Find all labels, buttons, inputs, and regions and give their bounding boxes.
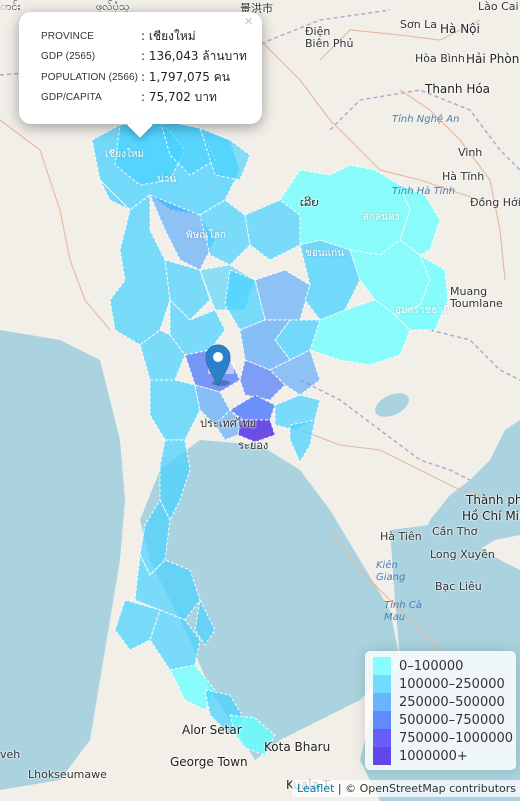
map-label: Hà Tiên bbox=[380, 530, 422, 543]
map-label: Kiên Giang bbox=[376, 560, 406, 583]
map-label: Hồ Chí Minh bbox=[462, 509, 520, 523]
map-label: Hà Tĩnh bbox=[442, 170, 485, 183]
road-network bbox=[0, 19, 506, 651]
popup-value: : 75,702 บาท bbox=[141, 90, 217, 105]
map-label: 景洪市 bbox=[240, 2, 273, 15]
legend-item: 0–100000 bbox=[373, 657, 516, 675]
legend-swatch bbox=[373, 711, 391, 729]
map-label: veh bbox=[0, 748, 21, 761]
legend-label: 750000–1000000 bbox=[399, 730, 514, 746]
legend-label: 1000000+ bbox=[399, 748, 468, 764]
popup-info-table: PROVINCE : เชียงใหม่ GDP (2565) : 136,04… bbox=[41, 26, 247, 108]
map-label: Tỉnh Cà Mau bbox=[384, 600, 422, 623]
map-label: Alor Setar bbox=[182, 723, 242, 737]
map-label: ဖုလ်ပုံသူ bbox=[96, 0, 130, 13]
map-label: สกลนคร bbox=[363, 212, 401, 223]
popup-key: GDP/CAPITA bbox=[41, 92, 102, 104]
map-label: น่าน bbox=[157, 174, 177, 185]
legend-swatch bbox=[373, 675, 391, 693]
popup-row-population: POPULATION (2566) : 1,797,075 คน bbox=[41, 67, 247, 88]
map-label: ာင်း bbox=[0, 0, 21, 13]
popup-row-province: PROVINCE : เชียงใหม่ bbox=[41, 26, 247, 47]
legend-swatch bbox=[373, 729, 391, 747]
legend-swatch bbox=[373, 693, 391, 711]
popup-key: POPULATION (2566) bbox=[41, 71, 139, 83]
legend-label: 0–100000 bbox=[399, 658, 464, 674]
legend-label: 250000–500000 bbox=[399, 694, 505, 710]
popup-value: : 1,797,075 คน bbox=[141, 69, 230, 84]
map-attribution: Leaflet | © OpenStreetMap contributors bbox=[291, 780, 520, 797]
map-label: พิษณุโลก bbox=[186, 230, 227, 241]
province-popup: × PROVINCE : เชียงใหม่ GDP (2565) : 136,… bbox=[19, 12, 262, 138]
leaflet-link[interactable]: Leaflet bbox=[296, 782, 335, 795]
map-label: Vinh bbox=[458, 146, 483, 159]
popup-row-gdp-per-capita: GDP/CAPITA : 75,702 บาท bbox=[41, 88, 247, 109]
legend-item: 750000–1000000 bbox=[373, 729, 516, 747]
map-label: ขอนแก่น bbox=[305, 248, 345, 259]
map-label: Thanh Hóa bbox=[425, 82, 491, 96]
map-label: Hà Nội bbox=[440, 22, 480, 36]
map-label: George Town bbox=[170, 755, 248, 769]
popup-key: PROVINCE bbox=[41, 30, 95, 42]
map-label: Lào Cai bbox=[478, 0, 519, 13]
map-label: Cần Thơ bbox=[432, 525, 478, 538]
map-label: Thành phố bbox=[466, 493, 520, 507]
map-label: Sơn La bbox=[400, 18, 438, 31]
map-label: ประเทศไทย bbox=[200, 417, 257, 430]
map-label: Muang Toumlane bbox=[450, 285, 503, 310]
map-label: Hòa Bình bbox=[415, 52, 465, 65]
legend-label: 500000–750000 bbox=[399, 712, 505, 728]
map-label: Điện Biên Phủ bbox=[305, 25, 354, 50]
legend-swatch bbox=[373, 657, 391, 675]
map-label: Bạc Liêu bbox=[435, 580, 482, 593]
legend-item: 250000–500000 bbox=[373, 693, 516, 711]
legend-swatch bbox=[373, 747, 391, 765]
map-label: Kota Bharu bbox=[264, 740, 331, 754]
legend-item: 500000–750000 bbox=[373, 711, 516, 729]
map-label: เชียงใหม่ bbox=[105, 149, 145, 160]
map-legend: 0–100000 100000–250000 250000–500000 500… bbox=[365, 651, 516, 770]
popup-value: : 136,043 ล้านบาท bbox=[141, 49, 247, 64]
map-pin-icon[interactable] bbox=[205, 343, 233, 387]
popup-value: : เชียงใหม่ bbox=[141, 28, 196, 43]
map-label: Tỉnh Hà Tĩnh bbox=[392, 186, 456, 197]
map-label: ระยอง bbox=[238, 439, 269, 452]
popup-close-button[interactable]: × bbox=[244, 13, 253, 30]
attribution-text: | © OpenStreetMap contributors bbox=[334, 782, 516, 795]
map-label: อุบลราชธานี bbox=[395, 305, 450, 316]
map-label: ເລີຍ bbox=[300, 196, 319, 209]
popup-row-gdp: GDP (2565) : 136,043 ล้านบาท bbox=[41, 47, 247, 68]
map-label: Long Xuyên bbox=[430, 548, 495, 561]
map-label: Lhokseumawe bbox=[28, 768, 107, 781]
map-label: Đồng Hới bbox=[470, 196, 520, 209]
legend-item: 100000–250000 bbox=[373, 675, 516, 693]
thailand-provinces[interactable] bbox=[91, 119, 449, 756]
legend-item: 1000000+ bbox=[373, 747, 516, 765]
legend-label: 100000–250000 bbox=[399, 676, 505, 692]
map-label: Hải Phòng bbox=[466, 52, 520, 66]
popup-key: GDP (2565) bbox=[41, 51, 96, 63]
map-label: Tỉnh Nghệ An bbox=[392, 114, 460, 125]
